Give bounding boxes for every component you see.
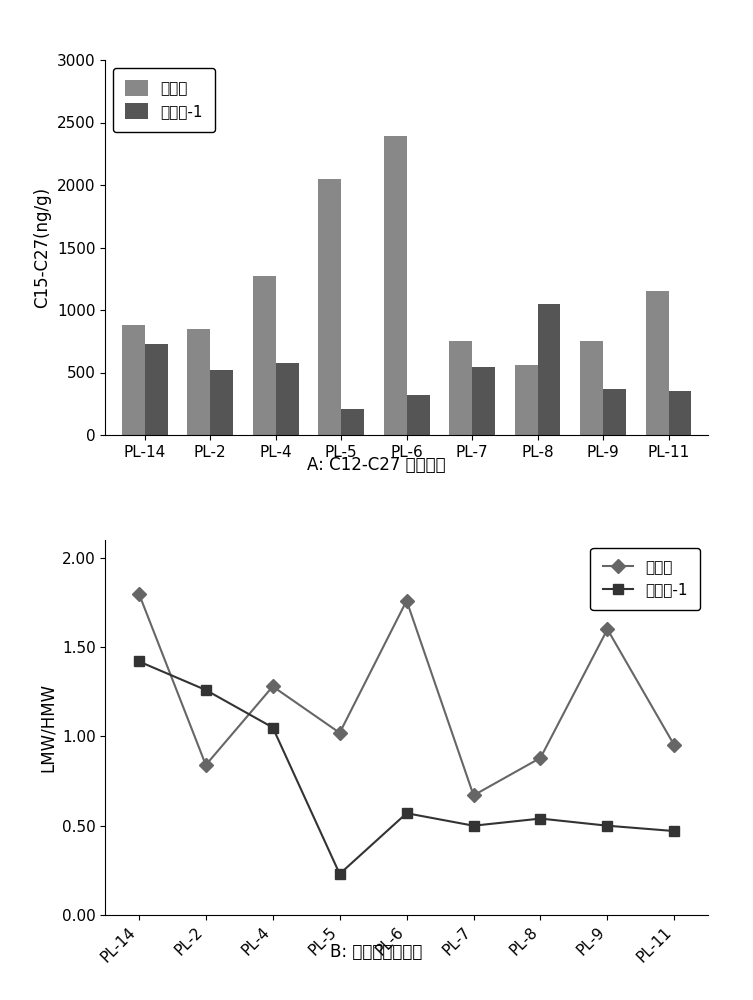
Bar [514, 365, 538, 435]
Bar [669, 391, 691, 435]
修复后-1 [335, 868, 344, 880]
Bar [122, 325, 145, 435]
修复前 [469, 789, 478, 801]
修复后-1 [536, 813, 545, 825]
Line: 修复后-1: 修复后-1 [134, 657, 679, 879]
修复前 [335, 727, 344, 739]
Legend: 修复前, 修复后-1: 修复前, 修复后-1 [113, 68, 215, 132]
Text: B: 轻重烃比値下降: B: 轻重烃比値下降 [331, 943, 422, 961]
Bar [472, 367, 495, 435]
Bar [407, 395, 429, 435]
修复前 [536, 752, 545, 764]
修复后-1 [134, 655, 143, 667]
Legend: 修复前, 修复后-1: 修复前, 修复后-1 [590, 548, 700, 610]
Bar [538, 304, 560, 435]
Bar [276, 362, 299, 435]
修复前 [603, 623, 612, 635]
Bar [319, 179, 341, 435]
修复后-1 [402, 807, 411, 819]
修复前 [268, 680, 277, 692]
修复前 [670, 739, 679, 751]
Bar [341, 409, 364, 435]
Bar [253, 276, 276, 435]
Bar [384, 136, 407, 435]
Line: 修复前: 修复前 [134, 589, 679, 800]
Bar [450, 341, 472, 435]
Bar [210, 370, 233, 435]
修复后-1 [469, 820, 478, 832]
修复后-1 [670, 825, 679, 837]
Bar [187, 329, 210, 435]
修复前 [134, 588, 143, 600]
修复后-1 [268, 722, 277, 734]
Y-axis label: C15-C27(ng/g): C15-C27(ng/g) [34, 187, 51, 308]
修复前 [201, 759, 210, 771]
Bar [145, 344, 168, 435]
Bar [645, 291, 669, 435]
Bar [603, 389, 626, 435]
修复后-1 [201, 684, 210, 696]
Y-axis label: LMW/HMW: LMW/HMW [38, 683, 56, 772]
Text: A: C12-C27 修复效果: A: C12-C27 修复效果 [307, 456, 446, 474]
修复后-1 [603, 820, 612, 832]
Bar [580, 341, 603, 435]
修复前 [402, 595, 411, 607]
